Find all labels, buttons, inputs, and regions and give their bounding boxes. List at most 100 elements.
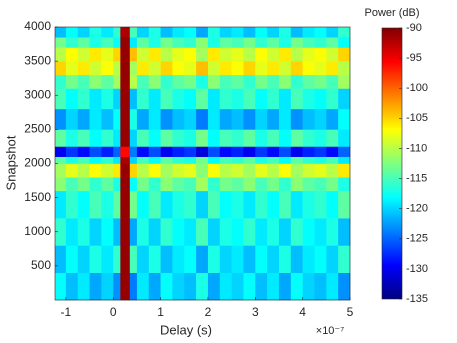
heatmap-cell xyxy=(255,129,268,147)
heatmap-cell xyxy=(243,245,256,273)
heatmap-cell xyxy=(136,88,150,110)
heatmap-cell xyxy=(255,177,268,192)
heatmap-cell xyxy=(65,163,79,178)
heatmap-cell xyxy=(136,163,150,178)
heatmap-cell xyxy=(148,74,161,89)
heatmap-cell xyxy=(89,61,102,76)
heatmap-cell xyxy=(120,163,131,178)
heatmap-cell xyxy=(338,245,351,273)
heatmap-cell xyxy=(172,146,185,157)
heatmap-cell xyxy=(326,88,339,110)
heatmap-cell xyxy=(302,129,315,147)
heatmap-cell xyxy=(184,88,197,110)
heatmap-cell xyxy=(219,272,232,301)
heatmap-cell xyxy=(267,190,280,219)
heatmap-cell xyxy=(302,245,315,273)
heatmap-cell xyxy=(267,218,280,246)
heatmap-cell xyxy=(101,47,114,62)
heatmap-cell xyxy=(207,61,221,76)
heatmap-cell xyxy=(77,27,90,38)
y-tick-label: 2500 xyxy=(24,122,51,136)
heatmap-cell xyxy=(326,218,339,246)
heatmap-cell xyxy=(172,88,185,110)
heatmap-cell xyxy=(207,74,221,89)
heatmap-cell xyxy=(148,272,161,301)
heatmap-cell xyxy=(160,74,173,89)
heatmap-cell xyxy=(184,74,197,89)
heatmap-cell xyxy=(255,245,268,273)
heatmap-cell xyxy=(207,129,221,147)
heatmap-cell xyxy=(129,146,138,157)
heatmap-cell xyxy=(120,190,131,219)
heatmap-cell xyxy=(120,88,131,110)
heatmap-cell xyxy=(101,177,114,192)
heatmap-cell xyxy=(255,218,268,246)
heatmap-cell xyxy=(255,163,268,178)
heatmap-cell xyxy=(89,177,102,192)
heatmap-cell xyxy=(65,74,79,89)
heatmap-cell xyxy=(267,245,280,273)
heatmap-cell xyxy=(89,37,102,48)
heatmap-cell xyxy=(326,108,339,130)
y-tick-label: 1000 xyxy=(24,224,51,238)
heatmap-cell xyxy=(231,27,244,38)
heatmap-cell xyxy=(55,156,67,164)
heatmap-cell xyxy=(326,245,339,273)
heatmap-cell xyxy=(101,146,114,157)
heatmap-cell xyxy=(290,156,303,164)
heatmap-cell xyxy=(196,47,209,62)
heatmap-cell xyxy=(65,27,79,38)
heatmap-cell xyxy=(160,163,173,178)
colorbar-tick-label: -115 xyxy=(406,172,427,184)
heatmap-cell xyxy=(172,190,185,219)
heatmap-cell xyxy=(160,47,173,62)
heatmap-cell xyxy=(338,272,351,301)
heatmap-cell xyxy=(113,88,121,110)
heatmap-cell xyxy=(120,245,131,273)
heatmap-cell xyxy=(196,163,209,178)
colorbar-tick-label: -90 xyxy=(406,22,422,34)
heatmap-cell xyxy=(89,108,102,130)
heatmap-cell xyxy=(65,177,79,192)
heatmap-cell xyxy=(231,37,244,48)
heatmap-cell xyxy=(120,74,131,89)
heatmap-cell xyxy=(113,146,121,157)
heatmap-cell xyxy=(278,47,292,62)
heatmap-cell xyxy=(120,37,131,48)
heatmap-cell xyxy=(136,47,150,62)
heatmap-cell xyxy=(278,218,292,246)
heatmap-cell xyxy=(89,27,102,38)
heatmap-cell xyxy=(65,190,79,219)
heatmap-cell xyxy=(196,88,209,110)
heatmap-cell xyxy=(231,47,244,62)
heatmap-cell xyxy=(55,190,67,219)
heatmap-cell xyxy=(113,190,121,219)
heatmap-cell xyxy=(77,146,90,157)
heatmap-cell xyxy=(136,218,150,246)
heatmap-cell xyxy=(207,156,221,164)
heatmap-cell xyxy=(184,129,197,147)
heatmap-cell xyxy=(267,37,280,48)
heatmap-cell xyxy=(136,156,150,164)
heatmap-cell xyxy=(120,146,131,157)
heatmap-cell xyxy=(231,74,244,89)
heatmap-cell xyxy=(172,129,185,147)
heatmap-cell xyxy=(243,163,256,178)
heatmap-cell xyxy=(55,177,67,192)
heatmap-cell xyxy=(129,177,138,192)
heatmap-cell xyxy=(290,47,303,62)
heatmap-cell xyxy=(172,218,185,246)
heatmap-cell xyxy=(290,61,303,76)
heatmap-cell xyxy=(65,61,79,76)
colorbar-tick-label: -100 xyxy=(406,82,428,94)
heatmap-cell xyxy=(314,190,327,219)
heatmap-cell xyxy=(314,61,327,76)
heatmap-cell xyxy=(113,163,121,178)
heatmap-cell xyxy=(314,47,327,62)
heatmap-cell xyxy=(101,156,114,164)
heatmap-cell xyxy=(160,190,173,219)
heatmap-cell xyxy=(184,146,197,157)
heatmap-cell xyxy=(89,218,102,246)
heatmap-cell xyxy=(326,74,339,89)
